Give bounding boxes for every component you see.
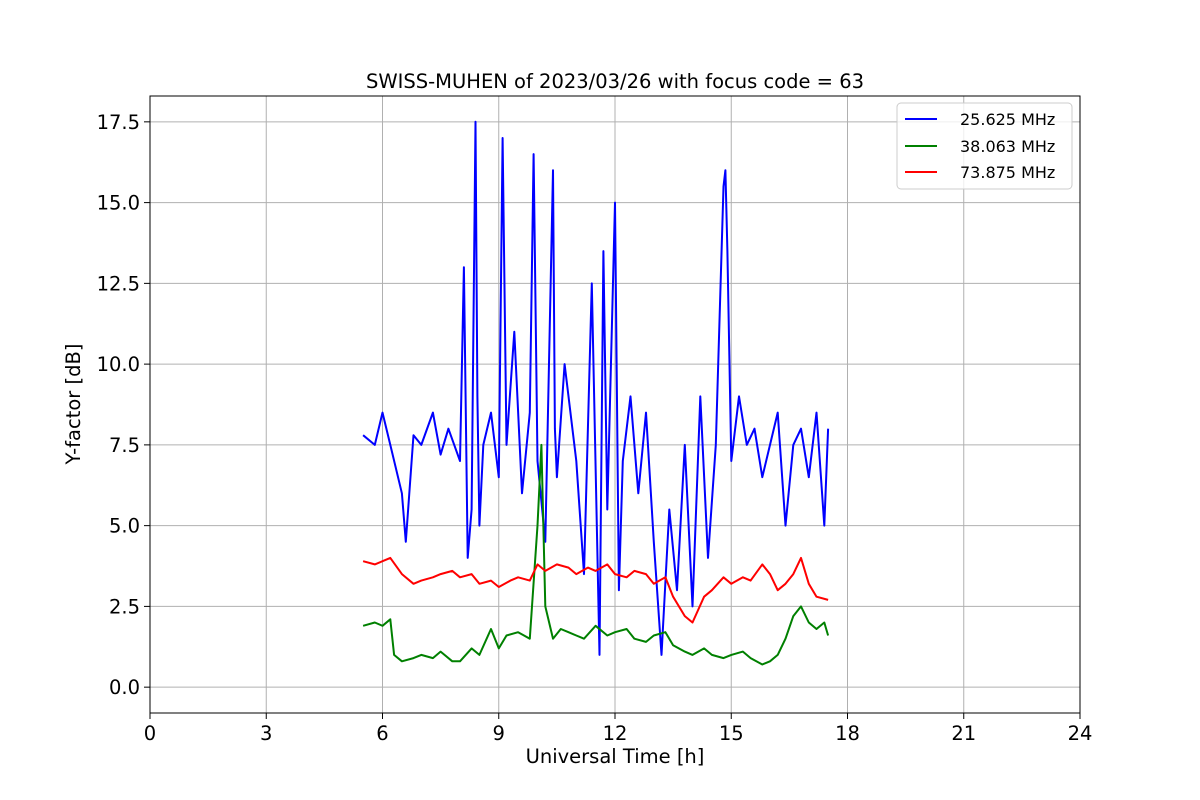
chart-title: SWISS-MUHEN of 2023/03/26 with focus cod…	[366, 70, 864, 93]
x-tick-label: 3	[260, 722, 272, 745]
legend-label-25625: 25.625 MHz	[960, 110, 1055, 129]
x-tick-label: 24	[1068, 722, 1093, 745]
series-line-1	[362, 443, 830, 666]
series-line-2	[362, 556, 829, 624]
x-tick-label: 0	[144, 722, 156, 745]
x-tick-label: 18	[835, 722, 860, 745]
legend: 25.625 MHz 38.063 MHz 73.875 MHz	[896, 102, 1073, 190]
y-tick-label: 5.0	[109, 515, 140, 538]
y-tick-label: 12.5	[97, 272, 140, 295]
x-tick-label: 21	[951, 722, 976, 745]
y-tick-label: 0.0	[109, 676, 140, 699]
x-tick-label: 9	[493, 722, 505, 745]
legend-label-38063: 38.063 MHz	[960, 137, 1055, 156]
x-tick-label: 6	[376, 722, 388, 745]
series-line-0	[362, 120, 830, 656]
y-axis-label: Y-factor [dB]	[62, 344, 85, 466]
x-axis-label: Universal Time [h]	[526, 745, 705, 768]
y-tick-label: 17.5	[97, 111, 140, 134]
y-tick-label: 10.0	[97, 353, 140, 376]
legend-box	[896, 102, 1073, 190]
y-tick-label: 7.5	[109, 434, 140, 457]
x-tick-label: 12	[603, 722, 628, 745]
x-tick-label: 15	[719, 722, 744, 745]
legend-label-73875: 73.875 MHz	[960, 163, 1055, 182]
x-axis-ticks: 0 3 6 9 12 15 18 21 24	[144, 713, 1093, 745]
y-axis-ticks: 0.0 2.5 5.0 7.5 10.0 12.5 15.0 17.5	[97, 111, 150, 699]
y-tick-label: 2.5	[109, 595, 140, 618]
series-lines	[362, 120, 830, 666]
y-tick-label: 15.0	[97, 192, 140, 215]
